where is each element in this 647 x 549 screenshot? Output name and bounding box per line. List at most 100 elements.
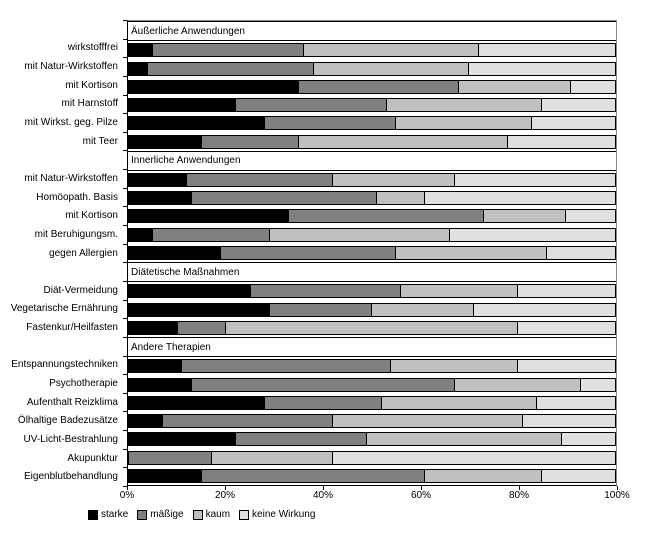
category-label-spacer — [0, 337, 122, 356]
bar-segment-keine-wirkung — [517, 285, 615, 298]
category-label: mit Natur-Wirkstoffen — [24, 61, 118, 73]
category-tick — [123, 131, 127, 133]
bar-segment-kaum — [396, 246, 547, 259]
bar-segment-m--ige — [148, 62, 314, 75]
category-tick — [123, 448, 127, 450]
x-axis-label: 100% — [604, 490, 630, 501]
bar-segment-m--ige — [201, 469, 426, 482]
category-tick — [123, 243, 127, 245]
bar-segment-starke — [129, 80, 300, 93]
legend-label: kaum — [205, 509, 231, 520]
bar-row — [128, 412, 616, 430]
bar-segment-kaum — [303, 44, 479, 57]
category-tick — [123, 392, 127, 394]
category-label: gegen Allergien — [49, 247, 118, 259]
legend-item: starke — [88, 509, 128, 520]
bar-row — [128, 207, 616, 225]
category-tick — [123, 411, 127, 413]
bar-segment-m--ige — [192, 192, 377, 205]
bar-segment-kaum — [376, 192, 426, 205]
legend-color-swatch — [88, 509, 98, 520]
bar-segment-starke — [129, 246, 222, 259]
category-tick — [123, 150, 127, 152]
category-tick — [123, 374, 127, 376]
category-label: mit Teer — [82, 135, 118, 147]
bar-segment-m--ige — [129, 451, 212, 464]
bar-row — [128, 301, 616, 319]
bar-segment-starke — [129, 62, 149, 75]
bar-row — [128, 226, 616, 244]
category-label-spacer — [0, 150, 122, 169]
stacked-bar — [128, 395, 616, 410]
bar-row — [128, 78, 616, 96]
bar-segment-starke — [129, 469, 202, 482]
bar-segment-kaum — [313, 62, 470, 75]
category-tick — [123, 38, 127, 40]
stacked-bar — [128, 134, 616, 149]
bar-segment-kaum — [391, 360, 518, 373]
bar-row — [128, 171, 616, 189]
category-tick — [123, 486, 127, 487]
category-tick — [123, 94, 127, 96]
legend-item: mäßige — [137, 509, 184, 520]
category-tick — [123, 20, 127, 21]
bar-segment-m--ige — [250, 285, 402, 298]
bar-segment-starke — [129, 44, 154, 57]
stacked-bar — [128, 377, 616, 392]
bar-row — [128, 394, 616, 412]
bar-row — [128, 375, 616, 393]
bar-segment-keine-wirkung — [566, 210, 615, 223]
bar-segment-keine-wirkung — [546, 246, 615, 259]
bar-segment-starke — [129, 321, 178, 334]
bar-segment-kaum — [396, 117, 533, 130]
bar-row — [128, 189, 616, 207]
bar-segment-m--ige — [269, 303, 372, 316]
plot-area: Äußerliche Anwendungen Innerliche Anwendu… — [127, 20, 617, 486]
category-tick — [123, 336, 127, 338]
bar-segment-kaum — [367, 433, 562, 446]
bar-segment-keine-wirkung — [571, 80, 615, 93]
category-label: Ölhaltige Badezusätze — [17, 415, 118, 427]
category-label: Entspannungstechniken — [11, 359, 118, 371]
bar-row — [128, 59, 616, 77]
stacked-bar — [128, 227, 616, 242]
bar-row — [128, 282, 616, 300]
category-label: mit Harnstoff — [61, 98, 119, 110]
legend-label: starke — [101, 509, 129, 520]
legend-label: keine Wirkung — [252, 509, 316, 520]
bar-segment-m--ige — [289, 210, 484, 223]
bar-segment-kaum — [483, 210, 567, 223]
bar-segment-m--ige — [221, 246, 397, 259]
category-label: Diät-Vermeidung — [43, 284, 118, 296]
section-header: Andere Therapien — [128, 336, 616, 358]
category-tick — [123, 318, 127, 320]
bar-segment-keine-wirkung — [561, 433, 615, 446]
stacked-bar — [128, 245, 616, 260]
category-label-spacer — [0, 20, 122, 39]
category-tick — [123, 299, 127, 301]
category-tick — [123, 187, 127, 189]
category-label: Fastenkur/Heilfasten — [26, 322, 118, 334]
bar-segment-keine-wirkung — [469, 62, 615, 75]
category-label: Eigenblutbehandlung — [24, 471, 118, 483]
category-label: mit Beruhigungsm. — [34, 228, 118, 240]
bar-segment-keine-wirkung — [532, 117, 615, 130]
bar-segment-keine-wirkung — [425, 192, 615, 205]
legend-color-swatch — [239, 509, 250, 520]
bar-segment-keine-wirkung — [449, 228, 615, 241]
bar-row — [128, 448, 616, 466]
category-tick — [123, 169, 127, 171]
x-axis-label: 60% — [410, 490, 432, 501]
stacked-bar — [128, 284, 616, 299]
x-axis-label: 40% — [312, 490, 334, 501]
section-header: Äußerliche Anwendungen — [128, 21, 616, 42]
bar-segment-starke — [129, 173, 188, 186]
category-tick — [123, 75, 127, 77]
bar-segment-keine-wirkung — [517, 321, 615, 334]
stacked-bar — [128, 61, 616, 76]
stacked-bar — [128, 79, 616, 94]
bar-segment-m--ige — [265, 396, 382, 409]
bar-row — [128, 132, 616, 150]
legend-color-swatch — [192, 509, 203, 520]
bar-segment-m--ige — [192, 378, 455, 391]
